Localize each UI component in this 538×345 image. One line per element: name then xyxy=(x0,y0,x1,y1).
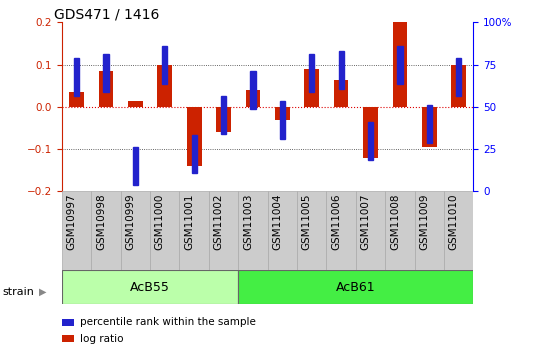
Bar xyxy=(422,107,437,147)
Text: GSM11007: GSM11007 xyxy=(360,194,371,250)
Bar xyxy=(451,65,466,107)
Bar xyxy=(62,270,238,304)
Bar xyxy=(275,107,289,120)
Text: log ratio: log ratio xyxy=(80,334,124,344)
Bar xyxy=(221,96,226,135)
Text: AcB55: AcB55 xyxy=(130,281,170,294)
Text: GDS471 / 1416: GDS471 / 1416 xyxy=(54,7,159,21)
Bar xyxy=(209,191,238,271)
Text: AcB61: AcB61 xyxy=(336,281,376,294)
Bar xyxy=(393,22,407,107)
Bar xyxy=(250,71,256,109)
Bar xyxy=(91,191,121,271)
Bar xyxy=(327,191,356,271)
Bar xyxy=(128,101,143,107)
Bar xyxy=(238,191,268,271)
Bar xyxy=(297,191,327,271)
Text: GSM11001: GSM11001 xyxy=(184,194,194,250)
Text: GSM11010: GSM11010 xyxy=(449,194,459,250)
Text: ▶: ▶ xyxy=(39,287,47,296)
Bar xyxy=(385,191,415,271)
Bar xyxy=(246,90,260,107)
Bar xyxy=(162,46,167,84)
Text: GSM11004: GSM11004 xyxy=(272,194,282,250)
Bar xyxy=(444,191,473,271)
Text: GSM10997: GSM10997 xyxy=(67,194,76,250)
Bar xyxy=(74,58,79,96)
Bar xyxy=(180,191,209,271)
Bar xyxy=(150,191,180,271)
Text: GSM11003: GSM11003 xyxy=(243,194,253,250)
Bar xyxy=(133,147,138,185)
Bar xyxy=(267,191,297,271)
Bar xyxy=(158,65,172,107)
Bar xyxy=(103,54,109,92)
Text: GSM11009: GSM11009 xyxy=(419,194,429,250)
Bar xyxy=(238,270,473,304)
Bar xyxy=(187,107,202,166)
Bar xyxy=(356,191,385,271)
Text: GSM11008: GSM11008 xyxy=(390,194,400,250)
Bar xyxy=(363,107,378,158)
Bar xyxy=(338,51,344,89)
Bar xyxy=(309,54,314,92)
Bar xyxy=(334,80,349,107)
Text: GSM11006: GSM11006 xyxy=(331,194,341,250)
Text: GSM11002: GSM11002 xyxy=(214,194,224,250)
Bar xyxy=(69,92,84,107)
Bar xyxy=(368,122,373,160)
Text: GSM10998: GSM10998 xyxy=(96,194,106,250)
Bar xyxy=(427,105,432,143)
Text: GSM11000: GSM11000 xyxy=(155,194,165,250)
Bar xyxy=(62,191,91,271)
Bar xyxy=(305,69,319,107)
Text: GSM11005: GSM11005 xyxy=(302,194,312,250)
Bar xyxy=(192,135,197,173)
Text: strain: strain xyxy=(3,287,34,296)
Bar xyxy=(415,191,444,271)
Bar xyxy=(216,107,231,132)
Bar xyxy=(397,46,402,84)
Text: GSM10999: GSM10999 xyxy=(125,194,136,250)
Bar xyxy=(280,101,285,139)
Bar xyxy=(121,191,150,271)
Bar xyxy=(456,58,462,96)
Text: percentile rank within the sample: percentile rank within the sample xyxy=(80,317,256,327)
Bar xyxy=(98,71,114,107)
